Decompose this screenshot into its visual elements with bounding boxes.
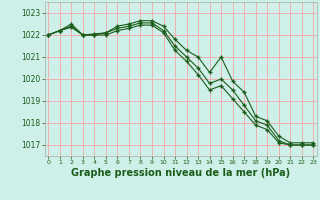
X-axis label: Graphe pression niveau de la mer (hPa): Graphe pression niveau de la mer (hPa) xyxy=(71,168,290,178)
